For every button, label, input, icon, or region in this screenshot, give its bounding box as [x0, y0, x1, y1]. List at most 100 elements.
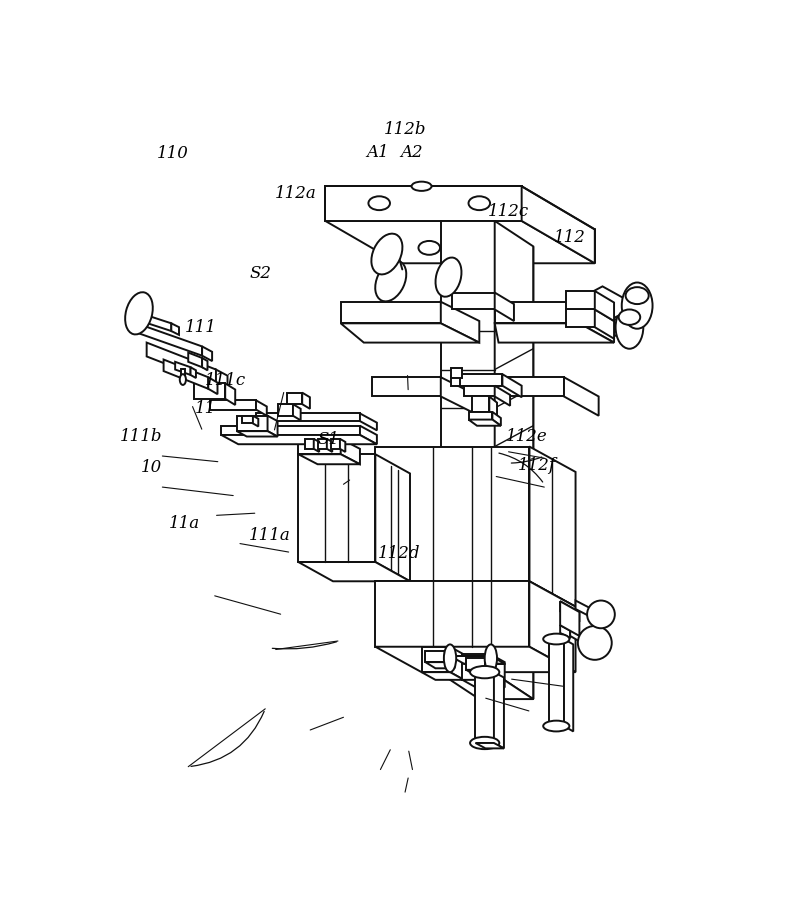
Polygon shape: [441, 377, 479, 415]
Polygon shape: [579, 302, 614, 343]
Polygon shape: [451, 376, 460, 386]
Polygon shape: [360, 414, 377, 430]
Text: 111: 111: [185, 319, 217, 336]
Polygon shape: [256, 414, 360, 421]
Polygon shape: [564, 377, 598, 415]
Polygon shape: [450, 656, 505, 664]
Text: 111a: 111a: [250, 526, 291, 544]
Text: 112: 112: [554, 228, 586, 246]
Polygon shape: [462, 679, 505, 688]
Polygon shape: [486, 658, 495, 676]
Polygon shape: [253, 415, 258, 426]
Polygon shape: [175, 362, 190, 375]
Text: 112d: 112d: [378, 545, 420, 562]
Polygon shape: [492, 412, 501, 425]
Polygon shape: [530, 581, 575, 672]
Text: S2: S2: [250, 265, 272, 282]
Polygon shape: [441, 221, 494, 674]
Ellipse shape: [371, 234, 402, 274]
Polygon shape: [298, 439, 341, 454]
Polygon shape: [210, 401, 256, 410]
Polygon shape: [579, 308, 630, 337]
Ellipse shape: [618, 309, 640, 325]
Polygon shape: [182, 369, 185, 380]
Polygon shape: [441, 302, 479, 343]
Polygon shape: [222, 425, 360, 435]
Polygon shape: [491, 655, 505, 688]
Polygon shape: [267, 415, 278, 436]
Ellipse shape: [444, 645, 456, 672]
Polygon shape: [194, 383, 226, 399]
Ellipse shape: [418, 241, 440, 255]
Polygon shape: [494, 293, 514, 321]
Polygon shape: [208, 377, 218, 394]
Polygon shape: [570, 627, 589, 646]
Polygon shape: [293, 404, 301, 420]
Text: 111b: 111b: [119, 428, 162, 446]
Polygon shape: [375, 447, 530, 581]
Text: 111c: 111c: [205, 372, 246, 389]
Ellipse shape: [369, 196, 390, 210]
Polygon shape: [305, 439, 314, 448]
Polygon shape: [530, 447, 575, 607]
Text: 112c: 112c: [488, 204, 529, 220]
Polygon shape: [560, 602, 579, 636]
Polygon shape: [256, 401, 266, 415]
Polygon shape: [494, 386, 510, 405]
Polygon shape: [237, 431, 278, 436]
Polygon shape: [375, 581, 530, 646]
Polygon shape: [458, 374, 502, 386]
Text: 112e: 112e: [506, 428, 548, 446]
Polygon shape: [522, 186, 594, 263]
Ellipse shape: [626, 287, 649, 304]
Polygon shape: [375, 454, 410, 581]
Polygon shape: [314, 439, 319, 452]
Ellipse shape: [543, 634, 570, 645]
Polygon shape: [326, 221, 594, 263]
Text: 112f: 112f: [518, 458, 556, 474]
Polygon shape: [472, 396, 490, 412]
Polygon shape: [549, 639, 564, 726]
Polygon shape: [341, 439, 360, 464]
Polygon shape: [341, 324, 479, 343]
Polygon shape: [371, 377, 441, 396]
Polygon shape: [326, 186, 522, 221]
Polygon shape: [226, 383, 235, 405]
Ellipse shape: [469, 196, 490, 210]
Polygon shape: [318, 439, 327, 448]
Polygon shape: [494, 247, 534, 699]
Polygon shape: [146, 343, 216, 383]
Polygon shape: [494, 221, 534, 699]
Text: 112b: 112b: [384, 121, 426, 138]
Polygon shape: [594, 309, 614, 338]
Polygon shape: [426, 650, 445, 662]
Polygon shape: [426, 662, 454, 668]
Ellipse shape: [622, 282, 653, 328]
Polygon shape: [341, 302, 441, 324]
Polygon shape: [327, 439, 332, 452]
Text: S1: S1: [318, 431, 340, 448]
Polygon shape: [445, 650, 454, 668]
Polygon shape: [451, 368, 462, 378]
Polygon shape: [298, 562, 410, 581]
Polygon shape: [494, 324, 614, 343]
Ellipse shape: [615, 305, 643, 348]
Polygon shape: [287, 392, 302, 404]
Polygon shape: [360, 425, 377, 444]
Polygon shape: [564, 639, 574, 732]
Ellipse shape: [411, 182, 431, 191]
Ellipse shape: [485, 645, 497, 672]
Circle shape: [578, 626, 612, 660]
Polygon shape: [566, 309, 594, 327]
Text: 10: 10: [141, 458, 162, 476]
Polygon shape: [188, 353, 202, 367]
Polygon shape: [494, 672, 504, 748]
Polygon shape: [422, 672, 464, 679]
Ellipse shape: [543, 721, 570, 732]
Polygon shape: [560, 602, 579, 621]
Text: A1: A1: [366, 144, 389, 160]
Polygon shape: [298, 454, 360, 464]
Polygon shape: [452, 293, 494, 309]
Text: 11a: 11a: [168, 514, 199, 532]
Ellipse shape: [375, 260, 406, 302]
